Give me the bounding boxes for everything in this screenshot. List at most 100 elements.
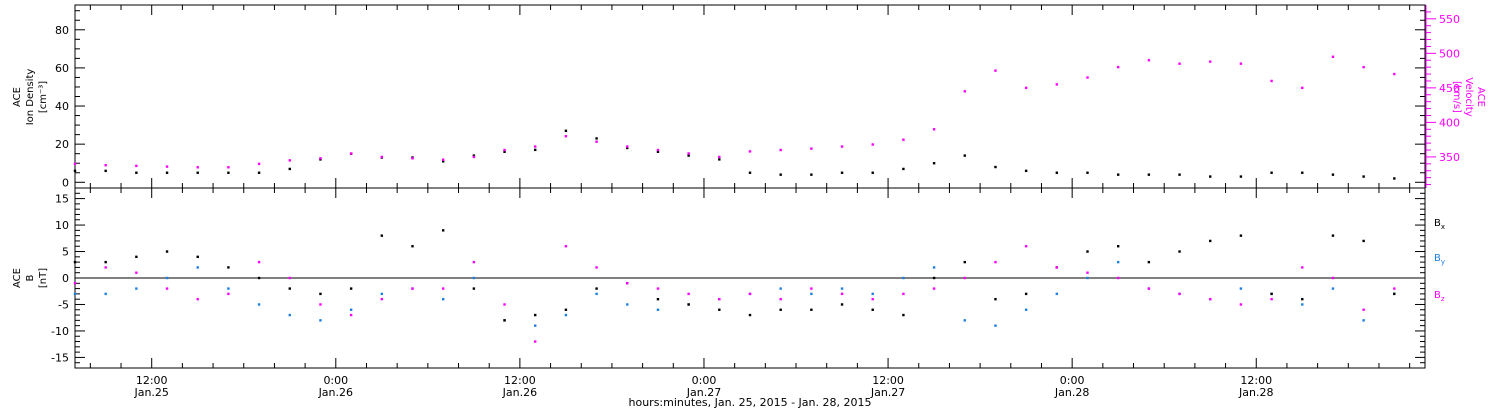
velocity-axis-title-line-2: Velocity bbox=[1463, 77, 1474, 116]
bx-point bbox=[1178, 250, 1181, 253]
by-point bbox=[257, 303, 261, 306]
b-tick-label: 5 bbox=[62, 246, 69, 259]
b-axis-title-line-3: [nT] bbox=[38, 268, 49, 288]
density-point bbox=[73, 169, 77, 173]
density-axis-title-line-3: [cm⁻³] bbox=[38, 81, 49, 113]
density-point bbox=[902, 167, 905, 171]
velocity-point bbox=[595, 140, 598, 143]
density-point bbox=[441, 160, 445, 163]
bx-point bbox=[1301, 297, 1304, 301]
bx-point bbox=[564, 308, 568, 311]
legend-by-sub: y bbox=[1441, 258, 1445, 266]
velocity-point bbox=[564, 135, 568, 138]
density-point bbox=[1178, 173, 1181, 176]
velocity-point bbox=[1178, 62, 1181, 65]
velocity-point bbox=[1393, 72, 1396, 76]
x-tick-date: Jan.26 bbox=[318, 386, 353, 399]
bx-point bbox=[1331, 234, 1335, 237]
bz-point bbox=[626, 282, 629, 285]
density-point bbox=[718, 158, 721, 161]
bz-point bbox=[196, 297, 199, 301]
bz-point bbox=[1178, 292, 1181, 296]
velocity-point bbox=[1239, 62, 1243, 65]
density-point bbox=[1147, 173, 1151, 176]
bz-point bbox=[1362, 308, 1365, 311]
by-point bbox=[595, 292, 598, 296]
b-field-axis-ticks: -15 -10 -5 0 5 10 15 bbox=[51, 193, 1425, 364]
bz-point bbox=[1270, 297, 1273, 301]
bz-point bbox=[902, 292, 905, 296]
velocity-point bbox=[1086, 76, 1089, 79]
velocity-point bbox=[932, 128, 936, 131]
bx-point bbox=[595, 287, 598, 290]
bz-point bbox=[441, 287, 445, 290]
density-point bbox=[503, 150, 506, 153]
by-point bbox=[932, 266, 936, 269]
bx-point bbox=[687, 303, 690, 306]
x-tick-date: Jan.26 bbox=[502, 386, 537, 399]
bz-point bbox=[1393, 287, 1396, 290]
bx-point bbox=[840, 303, 844, 306]
x-tick-time: 12:00 bbox=[136, 374, 168, 387]
bx-point bbox=[319, 292, 322, 296]
bx-point bbox=[748, 313, 752, 317]
bx-point bbox=[411, 245, 414, 248]
bz-point bbox=[227, 292, 230, 296]
b-tick-label: -10 bbox=[51, 325, 69, 338]
velocity-axis-title-line-3: [km/s] bbox=[1451, 81, 1462, 113]
bz-point bbox=[73, 282, 77, 285]
velocity-point bbox=[319, 157, 322, 160]
x-tick-date: Jan.28 bbox=[1238, 386, 1273, 399]
bz-point bbox=[564, 245, 568, 248]
bz-point bbox=[165, 287, 169, 290]
by-point bbox=[902, 276, 905, 280]
velocity-point bbox=[534, 145, 537, 148]
density-point bbox=[165, 171, 169, 174]
velocity-point bbox=[656, 148, 660, 152]
x-tick-time: 0:00 bbox=[692, 374, 717, 387]
by-point bbox=[319, 319, 322, 322]
bx-point bbox=[1393, 292, 1396, 296]
velocity-tick-label: 500 bbox=[1439, 47, 1460, 60]
velocity-point bbox=[902, 138, 905, 141]
by-point bbox=[1239, 287, 1243, 290]
x-tick-date: Jan.25 bbox=[133, 386, 168, 399]
bz-point bbox=[779, 297, 782, 301]
bx-point bbox=[380, 234, 384, 237]
x-tick-date: Jan.28 bbox=[1054, 386, 1089, 399]
bx-point bbox=[1209, 239, 1212, 243]
bz-point bbox=[1301, 266, 1304, 269]
top-panel: 0 20 40 60 80 350 400 450 500 550 ACE Ion Densit… bbox=[12, 4, 1486, 189]
b-tick-label: 0 bbox=[62, 272, 69, 285]
x-axis-label: hours:minutes, Jan. 25, 2015 - Jan. 28, … bbox=[629, 396, 872, 409]
velocity-point bbox=[349, 152, 353, 155]
bz-point bbox=[871, 297, 874, 301]
b-axis-title-line-2: B bbox=[25, 274, 36, 281]
bx-point bbox=[165, 250, 169, 253]
bx-point bbox=[503, 319, 506, 322]
bz-point bbox=[1055, 266, 1059, 269]
bz-point bbox=[687, 292, 690, 296]
bx-point bbox=[257, 276, 261, 280]
top-series bbox=[73, 55, 1396, 180]
bx-point bbox=[441, 229, 445, 232]
x-tick-time: 12:00 bbox=[504, 374, 536, 387]
density-tick-label: 20 bbox=[55, 138, 69, 151]
density-point bbox=[1086, 171, 1089, 174]
bz-point bbox=[411, 287, 414, 290]
x-tick-time: 0:00 bbox=[1060, 374, 1085, 387]
velocity-point bbox=[411, 157, 414, 160]
density-tick-label: 80 bbox=[55, 24, 69, 37]
density-point bbox=[779, 173, 782, 176]
velocity-point bbox=[963, 90, 966, 93]
density-point bbox=[1239, 175, 1243, 178]
density-tick-label: 60 bbox=[55, 62, 69, 75]
density-point bbox=[1301, 171, 1304, 174]
bx-point bbox=[932, 276, 936, 280]
velocity-point bbox=[748, 150, 752, 153]
top-panel-frame bbox=[74, 4, 1426, 189]
bx-point bbox=[349, 287, 353, 290]
x-axis-ticks: 12:00Jan.250:00Jan.2612:00Jan.260:00Jan.… bbox=[89, 5, 1411, 399]
density-point bbox=[595, 137, 598, 140]
